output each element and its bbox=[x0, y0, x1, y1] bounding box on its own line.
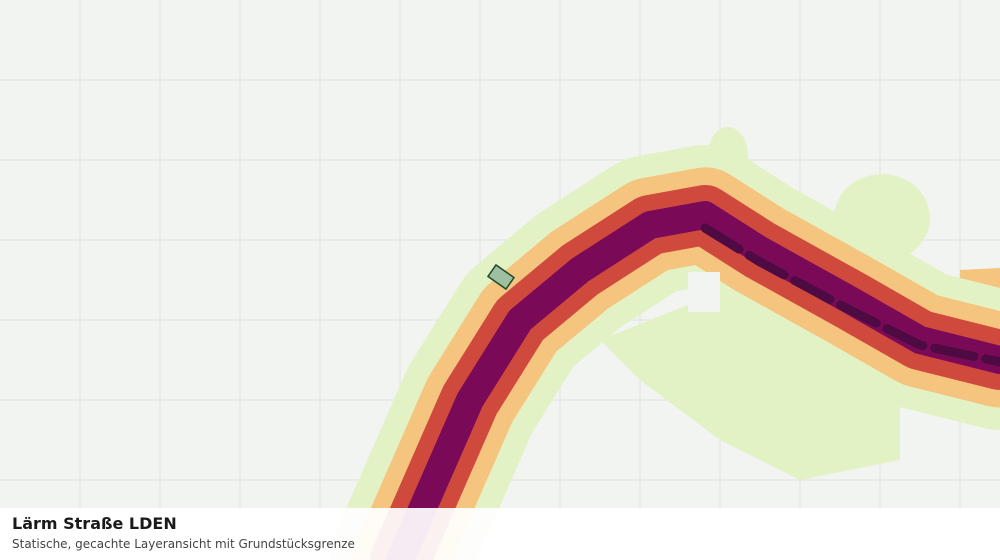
layer-subtitle: Statische, gecachte Layeransicht mit Gru… bbox=[12, 537, 355, 551]
parcel-boundary[interactable] bbox=[486, 263, 516, 291]
noise-zones bbox=[330, 127, 1000, 560]
layer-title: Lärm Straße LDEN bbox=[12, 514, 177, 533]
legend-panel: Lärm Straße LDEN Statische, gecachte Lay… bbox=[0, 508, 1000, 560]
